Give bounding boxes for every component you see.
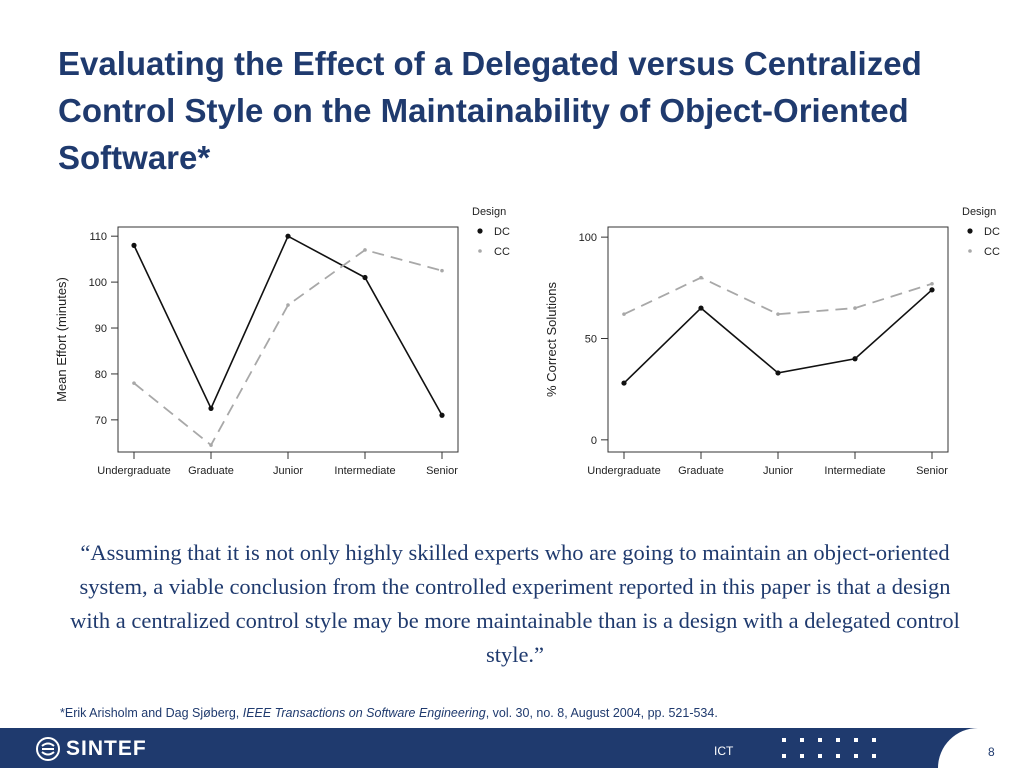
decor-dot [872,754,876,758]
decor-dot [854,754,858,758]
y-axis-label: Mean Effort (minutes) [54,277,69,402]
y-tick-label: 100 [579,232,597,244]
data-point-cc [209,443,213,447]
legend-marker-cc [968,249,972,253]
legend-label-cc: CC [984,246,1000,258]
chart-correct-solutions: 0 50 100 Undergraduate Graduate Junior Interme… [544,206,1000,477]
x-tick-label: Junior [273,465,303,477]
slide-title: Evaluating the Effect of a Delegated ver… [58,45,922,176]
data-point-cc [132,381,136,385]
sintef-logo: SINTEF [36,736,147,762]
legend-title: Design [472,206,506,218]
footer-bar [0,728,1024,768]
y-tick-label: 50 [585,333,597,345]
legend-marker-dc [967,228,973,234]
data-point-dc [621,380,627,386]
legend-marker-dc [477,228,483,234]
y-tick-label: 90 [95,323,107,335]
data-point-dc [362,274,368,281]
data-point-cc [286,303,290,307]
decor-dot [800,738,804,742]
y-tick-label: 80 [95,369,107,381]
decor-dot [872,738,876,742]
legend-label-dc: DC [984,226,1000,238]
data-point-cc [440,268,444,273]
decor-dot [818,754,822,758]
x-tick-label: Undergraduate [587,465,660,477]
decor-dot [854,738,858,742]
data-point-cc [363,248,367,252]
chart-mean-effort: 70 80 90 100 110 Undergraduate Graduate Junior I… [54,206,510,477]
decor-dot [782,754,786,758]
data-point-cc [622,312,626,316]
data-point-dc [929,287,935,293]
decor-dot [818,738,822,742]
series-line-dc [623,289,933,384]
y-axis-label: % Correct Solutions [544,282,559,397]
decor-dot [782,738,786,742]
data-point-dc [852,356,858,362]
legend-marker-cc [478,249,482,253]
x-tick-label: Intermediate [334,465,395,477]
data-point-dc [698,305,704,311]
x-tick-label: Undergraduate [97,465,170,477]
citation-details: , vol. 30, no. 8, August 2004, pp. 521-5… [485,706,718,720]
decor-dot [836,738,840,742]
x-tick-label: Junior [763,465,793,477]
data-point-dc [131,242,137,248]
legend-label-dc: DC [494,226,510,238]
y-tick-label: 110 [89,231,107,243]
sintef-logo-mark-icon [36,737,60,761]
data-point-cc [930,281,934,286]
x-tick-label: Graduate [678,465,724,477]
series-line-cc [133,248,443,447]
legend-title: Design [962,206,996,218]
plot-frame [607,226,949,453]
citation-journal: IEEE Transactions on Software Engineerin… [242,706,486,720]
data-point-cc [699,275,703,280]
page-number: 8 [988,745,995,759]
y-tick-label: 70 [95,415,107,427]
data-point-cc [853,306,857,310]
data-point-dc [439,412,445,418]
decor-dot [836,754,840,758]
legend-label-cc: CC [494,246,510,258]
x-tick-label: Graduate [188,465,234,477]
department-label: ICT [714,744,734,758]
series-line-cc [623,276,933,316]
y-tick-label: 0 [591,435,597,447]
x-tick-label: Senior [916,465,948,477]
data-point-dc [285,233,291,239]
plot-frame [117,226,459,453]
x-tick-label: Senior [426,465,458,477]
citation: *Erik Arisholm and Dag Sjøberg, IEEE Tra… [60,706,718,720]
dot-pattern-decoration [782,738,876,758]
conclusion-quote: “Assuming that it is not only highly ski… [70,540,960,667]
logo-text: SINTEF [66,737,147,760]
y-tick-label: 100 [89,277,107,289]
data-point-dc [775,370,781,376]
decor-dot [800,754,804,758]
x-tick-label: Intermediate [824,465,885,477]
data-point-cc [776,312,780,316]
data-point-dc [208,405,214,411]
series-line-dc [133,235,443,416]
citation-authors: *Erik Arisholm and Dag Sjøberg, [60,706,243,720]
